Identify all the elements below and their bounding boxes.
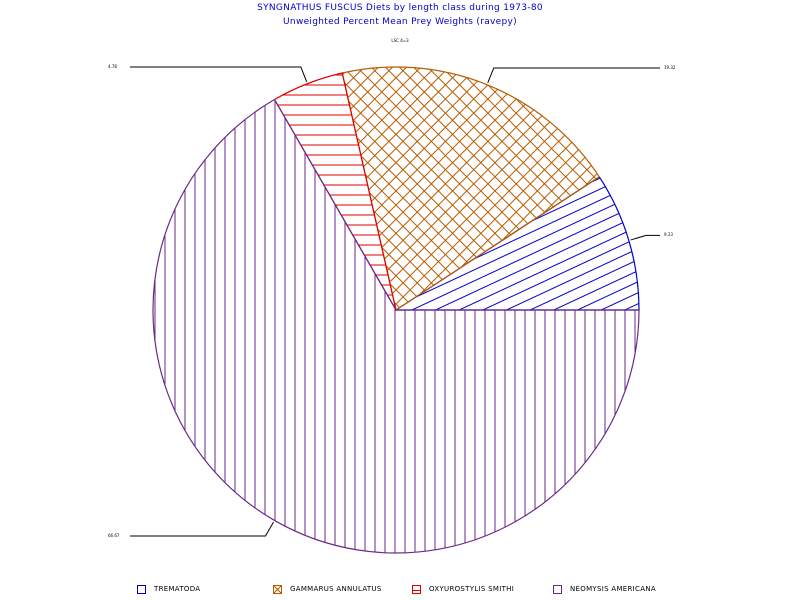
slice-value-label: 4.78 (108, 63, 117, 69)
legend-swatch (273, 585, 282, 594)
pie-slice-trematoda (393, 176, 640, 311)
legend-label: GAMMARUS ANNULATUS (290, 585, 382, 593)
legend-label: OXYUROSTYLIS SMITHI (429, 585, 515, 593)
chart-title: SYNGNATHUS FUSCUS Diets by length class … (257, 3, 543, 13)
legend-swatch (412, 585, 421, 594)
slice-value-label: 19.32 (664, 64, 676, 70)
leader-line (130, 521, 274, 537)
slice-value-label: 66.67 (108, 533, 120, 539)
group-label: LSC 4=3 (391, 38, 409, 43)
pie-slice-neomysis-americana (152, 98, 640, 554)
leader-line (487, 67, 660, 84)
slice-value-label: 9.23 (664, 232, 673, 238)
chart-subtitle: Unweighted Percent Mean Prey Weights (ra… (283, 17, 517, 27)
pie-slice-gammarus-annulatus (341, 66, 601, 311)
legend-label: TREMATODA (154, 585, 201, 593)
legend-swatch (553, 585, 562, 594)
leader-line (630, 234, 660, 241)
legend-label: NEOMYSIS AMERICANA (570, 585, 656, 593)
leader-line (130, 66, 308, 83)
legend-swatch (137, 585, 146, 594)
